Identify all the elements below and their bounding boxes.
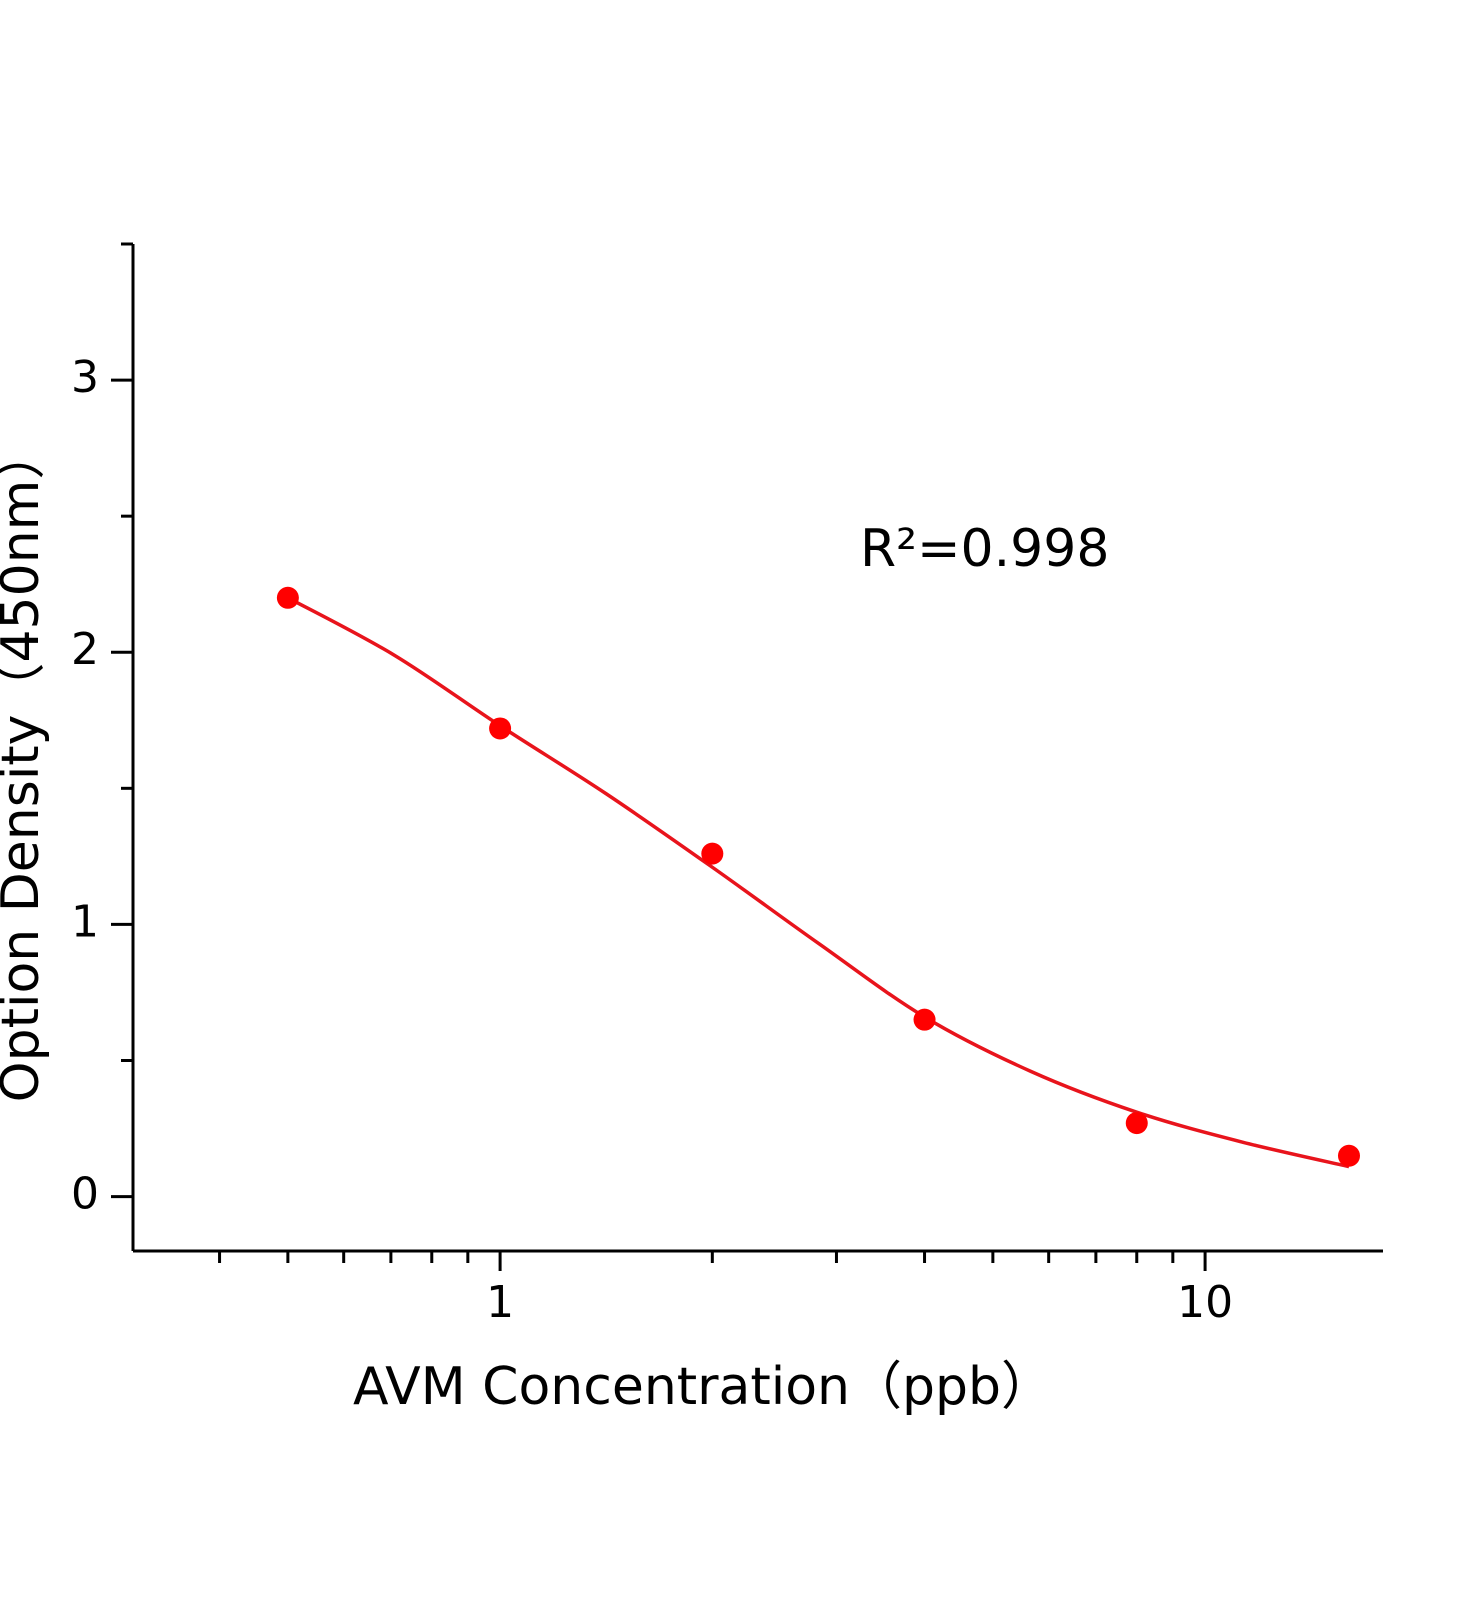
y-tick-label: 2 bbox=[71, 624, 99, 675]
data-point bbox=[701, 842, 724, 865]
x-axis-title: AVM Concentration（ppb） bbox=[353, 1357, 1053, 1417]
x-tick-label: 10 bbox=[1177, 1277, 1233, 1328]
data-point bbox=[1337, 1144, 1360, 1167]
data-point bbox=[276, 586, 299, 609]
y-axis-title: Option Density（450nm） bbox=[0, 428, 51, 1103]
fit-curve bbox=[287, 596, 1350, 1169]
y-tick-label: 1 bbox=[71, 896, 99, 947]
x-tick-label: 1 bbox=[486, 1277, 514, 1328]
r-squared-annotation: R²=0.998 bbox=[860, 519, 1109, 579]
y-tick-label: 0 bbox=[71, 1169, 99, 1220]
data-point bbox=[489, 717, 512, 740]
y-tick-label: 3 bbox=[71, 352, 99, 403]
data-point bbox=[1125, 1112, 1148, 1135]
data-point bbox=[913, 1008, 936, 1031]
